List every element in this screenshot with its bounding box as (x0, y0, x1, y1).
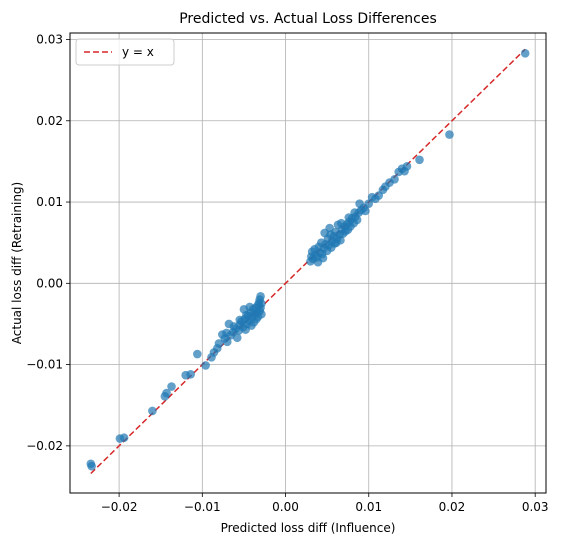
data-point (336, 218, 346, 228)
data-point (201, 361, 210, 370)
data-point (445, 130, 454, 139)
x-tick-label: −0.01 (184, 500, 221, 514)
x-tick-label: 0.03 (522, 500, 549, 514)
y-axis-label: Actual loss diff (Retraining) (10, 182, 24, 344)
data-point (222, 328, 231, 338)
data-point (229, 322, 239, 331)
legend-box (75, 38, 175, 66)
x-tick-label: 0.02 (439, 500, 466, 514)
data-point (352, 215, 362, 225)
data-point (344, 213, 354, 222)
data-point (331, 238, 341, 247)
data-point (167, 382, 176, 391)
data-point (119, 433, 129, 443)
data-point (402, 161, 412, 171)
data-point (162, 388, 171, 398)
legend: y = x (75, 38, 175, 66)
points-layer (86, 49, 530, 471)
y-tick-label: 0.03 (36, 33, 63, 47)
data-point (214, 339, 224, 348)
y-tick-label: −0.02 (26, 439, 63, 453)
data-point (257, 309, 266, 319)
ticks: −0.02 −0.01 0.00 0.01 0.02 0.03 −0.02 −0.01 0.00… (26, 33, 548, 514)
x-axis-label: Predicted loss diff (Influence) (221, 521, 396, 535)
legend-entry-y-equals-x: y = x (122, 45, 154, 59)
data-point (361, 206, 370, 216)
data-point (415, 155, 424, 165)
data-point (350, 208, 359, 217)
data-point (87, 461, 96, 471)
data-point (242, 310, 251, 320)
y-tick-label: 0.01 (36, 195, 63, 209)
data-point (235, 315, 245, 325)
data-point (364, 199, 374, 208)
data-point (390, 174, 399, 184)
y-tick-label: 0.02 (36, 114, 63, 128)
y-tick-label: 0.00 (36, 276, 63, 290)
x-tick-label: −0.02 (101, 500, 138, 514)
reference-line-layer (90, 48, 526, 475)
data-point (193, 349, 202, 359)
chart-title: Predicted vs. Actual Loss Differences (179, 11, 437, 27)
data-point (232, 333, 242, 343)
data-point (318, 253, 328, 263)
data-point (245, 302, 255, 312)
data-point (520, 49, 530, 58)
plot-frame (69, 32, 547, 494)
reference-line-y-equals-x (90, 48, 526, 475)
y-tick-label: −0.01 (26, 358, 63, 372)
data-point (257, 299, 266, 308)
x-tick-label: 0.01 (355, 500, 382, 514)
data-point (325, 223, 334, 233)
data-point (222, 337, 232, 347)
x-tick-label: 0.00 (272, 500, 299, 514)
data-point (186, 370, 195, 379)
data-point (148, 406, 157, 416)
data-point (256, 292, 265, 301)
